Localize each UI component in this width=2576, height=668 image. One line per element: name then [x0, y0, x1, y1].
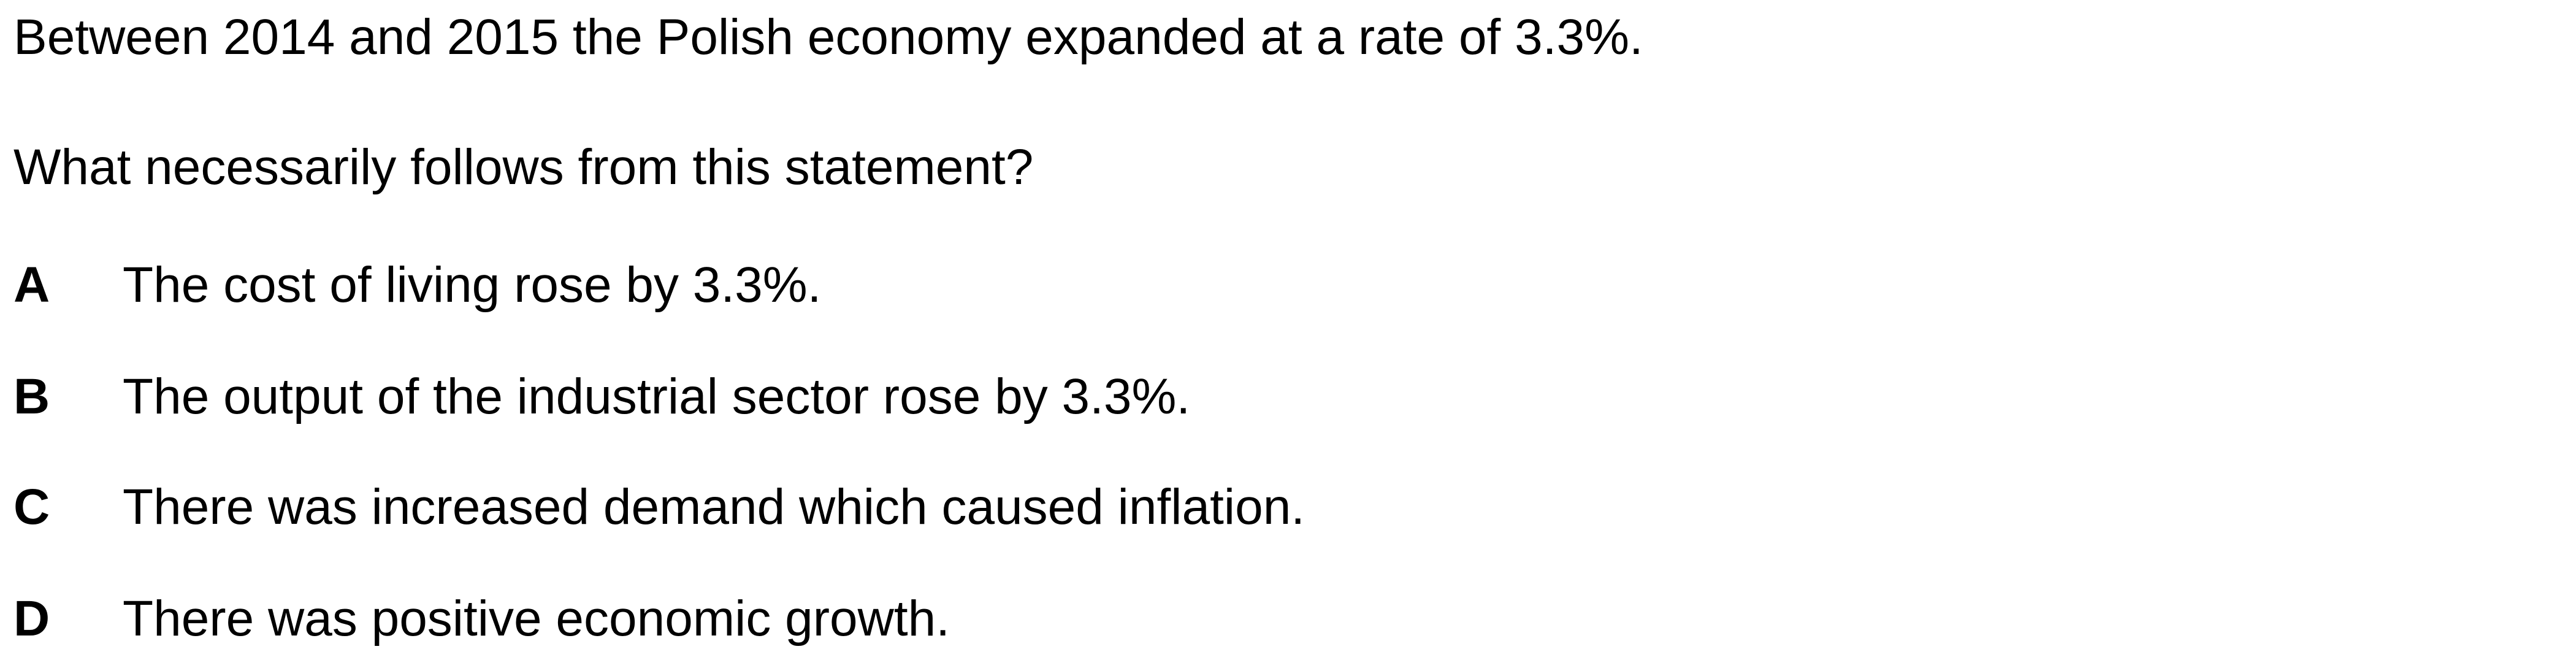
option-letter-a: A	[13, 257, 50, 313]
option-letter-b: B	[13, 369, 50, 424]
option-text-d: There was positive economic growth.	[123, 591, 950, 647]
option-letter-c: C	[13, 479, 50, 535]
statement-text: Between 2014 and 2015 the Polish economy…	[13, 9, 1643, 65]
option-text-b: The output of the industrial sector rose…	[123, 369, 1191, 424]
question-text: What necessarily follows from this state…	[13, 139, 1034, 195]
option-text-a: The cost of living rose by 3.3%.	[123, 257, 822, 313]
answer-option-c[interactable]: C There was increased demand which cause…	[13, 477, 1305, 538]
answer-option-d[interactable]: D There was positive economic growth.	[13, 588, 950, 650]
option-letter-d: D	[13, 591, 50, 647]
answer-option-a[interactable]: A The cost of living rose by 3.3%.	[13, 255, 821, 316]
option-text-c: There was increased demand which caused …	[123, 479, 1305, 535]
answer-option-b[interactable]: B The output of the industrial sector ro…	[13, 366, 1190, 428]
